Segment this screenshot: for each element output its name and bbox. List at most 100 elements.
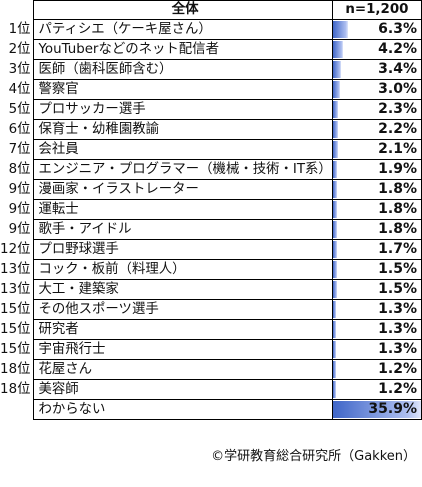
occupation-label: パティシエ（ケーキ屋さん） (33, 19, 333, 40)
rank-label: 3位 (8, 61, 31, 77)
header-category: 全体 (33, 0, 333, 20)
table-row: 15位 その他スポーツ選手 1.3% (0, 299, 422, 320)
value-cell: 1.8% (331, 179, 422, 200)
rank-label: 5位 (8, 101, 31, 117)
header-row: 全体 n=1,200 (0, 0, 422, 20)
value-cell: 1.5% (331, 259, 422, 280)
occupation-label: プロサッカー選手 (33, 99, 333, 120)
value-bar (333, 141, 338, 158)
value-label: 2.2% (378, 121, 417, 137)
value-bar (333, 261, 337, 278)
value-cell: 1.3% (331, 299, 422, 320)
value-label: 35.9% (368, 401, 417, 417)
value-cell: 1.7% (331, 239, 422, 260)
value-bar (333, 341, 337, 358)
value-label: 4.2% (378, 41, 417, 57)
value-bar (333, 21, 349, 38)
table-row: 13位 コック・板前（料理人） 1.5% (0, 259, 422, 280)
rank-label: 1位 (8, 21, 31, 37)
occupation-label: その他スポーツ選手 (33, 299, 333, 320)
table-row: 5位 プロサッカー選手 2.3% (0, 99, 422, 120)
occupation-label: 宇宙飛行士 (33, 339, 333, 360)
value-cell: 4.2% (331, 39, 422, 60)
value-label: 1.8% (378, 181, 417, 197)
occupation-label: 会社員 (33, 139, 333, 160)
ranking-table: 全体 n=1,200 1位 パティシエ（ケーキ屋さん） 6.3% 2位 YouTuber… (0, 0, 422, 420)
table-row: 1位 パティシエ（ケーキ屋さん） 6.3% (0, 19, 422, 40)
value-label: 1.3% (378, 341, 417, 357)
table-body: 1位 パティシエ（ケーキ屋さん） 6.3% 2位 YouTuberなどのネット配信者 4.… (0, 19, 422, 420)
rank-label: 18位 (0, 381, 31, 397)
value-label: 3.4% (378, 61, 417, 77)
value-label: 1.5% (378, 261, 417, 277)
table-row: 4位 警察官 3.0% (0, 79, 422, 100)
occupation-label: 警察官 (33, 79, 333, 100)
value-cell: 1.8% (331, 219, 422, 240)
rank-label: 15位 (0, 321, 31, 337)
value-label: 1.5% (378, 281, 417, 297)
value-cell: 1.8% (331, 199, 422, 220)
value-bar (333, 281, 337, 298)
table-row: 2位 YouTuberなどのネット配信者 4.2% (0, 39, 422, 60)
occupation-label: 研究者 (33, 319, 333, 340)
value-label: 2.3% (378, 101, 417, 117)
table-row: 13位 大工・建築家 1.5% (0, 279, 422, 300)
rank-label: 9位 (8, 221, 31, 237)
table-row: 18位 花屋さん 1.2% (0, 359, 422, 380)
value-label: 1.7% (378, 241, 417, 257)
occupation-label: プロ野球選手 (33, 239, 333, 260)
value-label: 3.0% (378, 81, 417, 97)
table-row: 12位 プロ野球選手 1.7% (0, 239, 422, 260)
table-row: 8位 エンジニア・プログラマー（機械・技術・IT系） 1.9% (0, 159, 422, 180)
rank-label: 7位 (8, 141, 31, 157)
value-bar (333, 401, 421, 418)
table-row: 6位 保育士・幼稚園教諭 2.2% (0, 119, 422, 140)
occupation-label: コック・板前（料理人） (33, 259, 333, 280)
occupation-label: 花屋さん (33, 359, 333, 380)
source-credit: ©学研教育総合研究所（Gakken） (211, 449, 416, 464)
value-cell: 1.2% (331, 359, 422, 380)
value-label: 1.8% (378, 201, 417, 217)
value-bar (333, 201, 338, 218)
occupation-label: YouTuberなどのネット配信者 (33, 39, 333, 60)
rank-label: 9位 (8, 181, 31, 197)
occupation-label: 大工・建築家 (33, 279, 333, 300)
value-label: 1.9% (378, 161, 417, 177)
value-label: 1.2% (378, 361, 417, 377)
occupation-label: 保育士・幼稚園教諭 (33, 119, 333, 140)
value-cell: 3.4% (331, 59, 422, 80)
table-row: 15位 宇宙飛行士 1.3% (0, 339, 422, 360)
value-cell: 2.2% (331, 119, 422, 140)
rank-label: 8位 (8, 161, 31, 177)
rank-label: 4位 (8, 81, 31, 97)
value-bar (333, 321, 337, 338)
header-sample-size: n=1,200 (331, 0, 422, 20)
rank-label: 13位 (0, 261, 31, 277)
value-cell: 1.9% (331, 159, 422, 180)
occupation-label: 医師（歯科医師含む） (33, 59, 333, 80)
value-label: 1.3% (378, 301, 417, 317)
value-cell: 2.1% (331, 139, 422, 160)
occupation-label: 漫画家・イラストレーター (33, 179, 333, 200)
rank-label: 9位 (8, 201, 31, 217)
value-bar (333, 301, 337, 318)
rank-label: 15位 (0, 301, 31, 317)
value-cell: 35.9% (331, 399, 422, 420)
table-row: わからない 35.9% (0, 399, 422, 420)
value-bar (333, 181, 338, 198)
value-bar (333, 61, 342, 78)
rank-label: 12位 (0, 241, 31, 257)
value-bar (333, 381, 336, 398)
value-label: 6.3% (378, 21, 417, 37)
rank-label (0, 400, 34, 420)
table-row: 18位 美容師 1.2% (0, 379, 422, 400)
value-label: 1.2% (378, 381, 417, 397)
value-bar (333, 41, 344, 58)
rank-label: 18位 (0, 361, 31, 377)
value-bar (333, 221, 338, 238)
occupation-label: エンジニア・プログラマー（機械・技術・IT系） (33, 159, 333, 180)
value-cell: 1.3% (331, 319, 422, 340)
occupation-label: 歌手・アイドル (33, 219, 333, 240)
occupation-label: わからない (33, 399, 333, 420)
rank-label: 15位 (0, 341, 31, 357)
